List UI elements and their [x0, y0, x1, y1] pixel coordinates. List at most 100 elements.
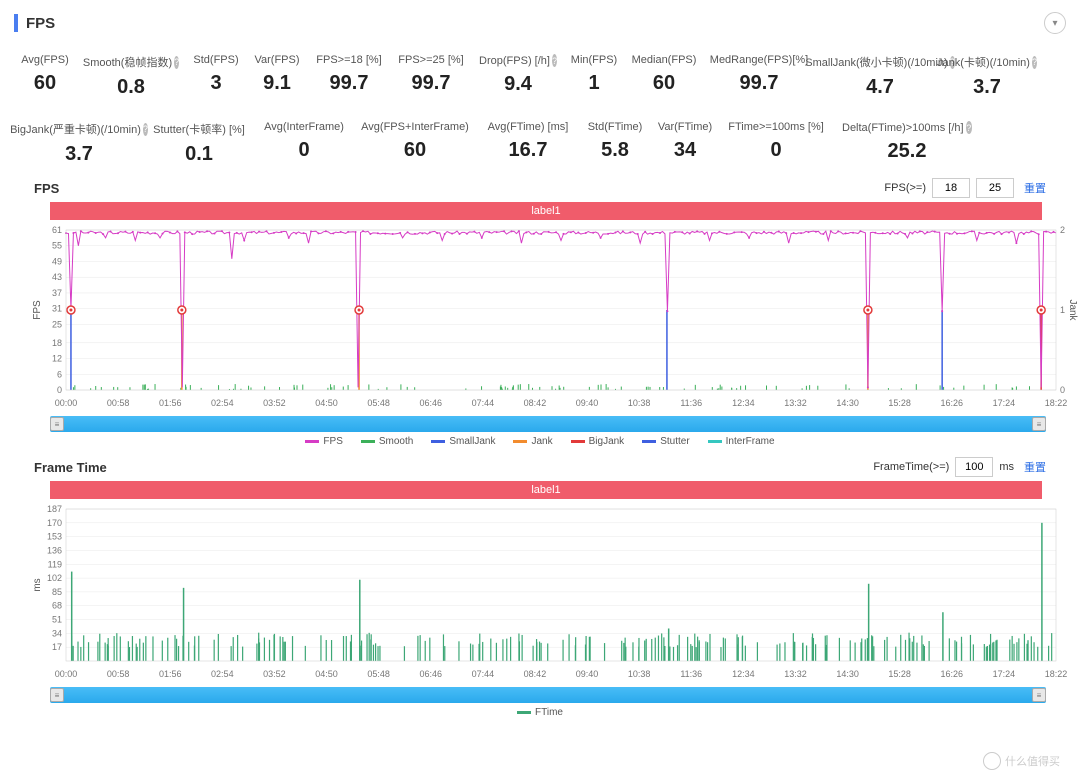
ft-scrollbar[interactable]: ≡ ≡ — [50, 687, 1046, 703]
svg-text:ms: ms — [32, 578, 43, 591]
svg-text:37: 37 — [52, 288, 62, 298]
svg-text:06:46: 06:46 — [419, 398, 442, 408]
stat-label: Drop(FPS) [/h]? — [482, 54, 554, 67]
svg-text:09:40: 09:40 — [576, 398, 599, 408]
svg-text:Jank: Jank — [1067, 299, 1078, 321]
stat-label: Stutter(卡顿率) [%] — [154, 121, 244, 137]
stat-value: 0.8 — [86, 76, 176, 99]
legend-item[interactable]: Stutter — [642, 436, 689, 447]
svg-text:10:38: 10:38 — [628, 398, 651, 408]
help-icon[interactable]: ? — [966, 121, 972, 134]
svg-text:16:26: 16:26 — [941, 398, 964, 408]
svg-text:0: 0 — [1060, 385, 1065, 395]
fps-label-bar: label1 — [50, 202, 1042, 220]
legend-item[interactable]: FPS — [305, 436, 342, 447]
legend-item[interactable]: SmallJank — [431, 436, 495, 447]
ft-threshold-input[interactable] — [955, 457, 993, 477]
fps-chart: 0612182531374349556101200:0000:5801:5602… — [30, 224, 1078, 412]
svg-text:14:30: 14:30 — [836, 669, 859, 679]
svg-text:0: 0 — [57, 385, 62, 395]
svg-text:00:58: 00:58 — [107, 669, 130, 679]
legend-item[interactable]: FTime — [517, 707, 563, 718]
ft-reset-link[interactable]: 重置 — [1024, 459, 1046, 475]
svg-text:13:32: 13:32 — [784, 669, 807, 679]
stat-value: 1 — [574, 72, 614, 95]
svg-text:12: 12 — [52, 354, 62, 364]
stat-value: 25.2 — [842, 140, 972, 163]
collapse-button[interactable]: ▾ — [1044, 12, 1066, 34]
svg-text:16:26: 16:26 — [941, 669, 964, 679]
stat-value: 34 — [660, 139, 710, 162]
stats-row-1: Avg(FPS)60Smooth(稳帧指数)?0.8Std(FPS)3Var(F… — [14, 44, 1066, 111]
stat-label: Avg(FTime) [ms] — [486, 121, 570, 133]
stat-label: SmallJank(微小卡顿)(/10min)? — [824, 54, 936, 70]
legend-item[interactable]: Smooth — [361, 436, 413, 447]
svg-text:18: 18 — [52, 338, 62, 348]
svg-text:17: 17 — [52, 642, 62, 652]
ft-label-bar: label1 — [50, 481, 1042, 499]
svg-text:55: 55 — [52, 241, 62, 251]
stat-label: Median(FPS) — [634, 54, 694, 66]
stat-label: Std(FPS) — [196, 54, 236, 66]
svg-text:51: 51 — [52, 615, 62, 625]
svg-text:03:52: 03:52 — [263, 398, 286, 408]
legend-item[interactable]: InterFrame — [708, 436, 775, 447]
svg-text:25: 25 — [52, 319, 62, 329]
stat-label: MedRange(FPS)[%] — [714, 54, 804, 66]
svg-text:170: 170 — [47, 518, 62, 528]
stat-value: 0.1 — [154, 143, 244, 166]
svg-text:01:56: 01:56 — [159, 669, 182, 679]
svg-text:08:42: 08:42 — [524, 669, 547, 679]
ft-threshold-label: FrameTime(>=) — [873, 461, 949, 473]
fps-threshold-label: FPS(>=) — [884, 182, 926, 194]
help-icon[interactable]: ? — [552, 54, 557, 67]
svg-text:05:48: 05:48 — [367, 669, 390, 679]
help-icon[interactable]: ? — [174, 56, 179, 69]
svg-text:68: 68 — [52, 601, 62, 611]
svg-text:13:32: 13:32 — [784, 398, 807, 408]
svg-text:03:52: 03:52 — [263, 669, 286, 679]
svg-text:00:00: 00:00 — [55, 669, 78, 679]
legend-item[interactable]: Jank — [513, 436, 552, 447]
stat-value: 3.7 — [956, 76, 1018, 99]
fps-reset-link[interactable]: 重置 — [1024, 180, 1046, 196]
stat-label: FTime>=100ms [%] — [730, 121, 822, 133]
svg-text:02:54: 02:54 — [211, 669, 234, 679]
svg-text:102: 102 — [47, 573, 62, 583]
svg-text:85: 85 — [52, 587, 62, 597]
fps-threshold-2-input[interactable] — [976, 178, 1014, 198]
stat-label: FPS>=18 [%] — [318, 54, 380, 66]
stat-label: Smooth(稳帧指数)? — [86, 54, 176, 70]
stat-value: 99.7 — [318, 72, 380, 95]
stat-label: Var(FPS) — [256, 54, 298, 66]
stat-value: 9.1 — [256, 72, 298, 95]
stat-value: 16.7 — [486, 139, 570, 162]
stat-value: 4.7 — [824, 76, 936, 99]
svg-text:14:30: 14:30 — [836, 398, 859, 408]
stat-label: FPS>=25 [%] — [400, 54, 462, 66]
svg-text:34: 34 — [52, 628, 62, 638]
stat-value: 3.7 — [24, 143, 134, 166]
legend-item[interactable]: BigJank — [571, 436, 625, 447]
svg-text:08:42: 08:42 — [524, 398, 547, 408]
stat-label: Delta(FTime)>100ms [/h]? — [842, 121, 972, 134]
svg-text:18:22: 18:22 — [1045, 669, 1068, 679]
stat-value: 3 — [196, 72, 236, 95]
help-icon[interactable]: ? — [1032, 56, 1037, 69]
svg-text:15:28: 15:28 — [888, 669, 911, 679]
stat-value: 9.4 — [482, 73, 554, 96]
svg-text:01:56: 01:56 — [159, 398, 182, 408]
svg-text:02:54: 02:54 — [211, 398, 234, 408]
svg-text:00:00: 00:00 — [55, 398, 78, 408]
ft-legend: FTime — [14, 707, 1066, 718]
stat-value: 5.8 — [590, 139, 640, 162]
svg-text:31: 31 — [52, 304, 62, 314]
svg-text:15:28: 15:28 — [888, 398, 911, 408]
stat-label: Var(FTime) — [660, 121, 710, 133]
fps-threshold-1-input[interactable] — [932, 178, 970, 198]
svg-text:11:36: 11:36 — [680, 398, 702, 408]
svg-text:12:34: 12:34 — [732, 669, 755, 679]
stat-label: BigJank(严重卡顿)(/10min)? — [24, 121, 134, 137]
fps-scrollbar[interactable]: ≡ ≡ — [50, 416, 1046, 432]
svg-text:05:48: 05:48 — [367, 398, 390, 408]
